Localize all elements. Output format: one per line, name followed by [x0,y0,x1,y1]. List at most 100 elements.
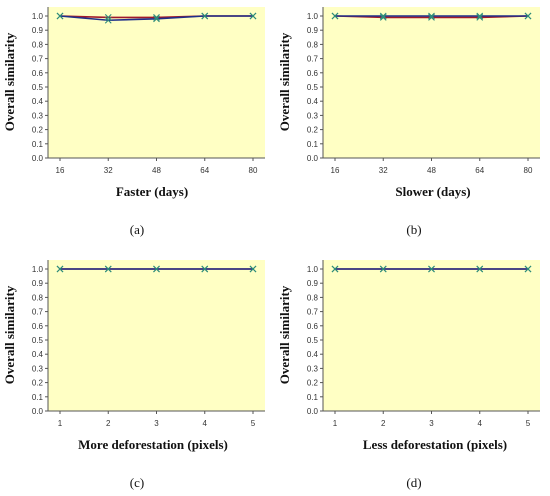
x-axis-label: Less deforestation (pixels) [363,437,507,452]
data-point-marker [379,12,387,20]
y-tick-label: 0.4 [307,350,319,359]
marker-stroke [153,15,160,23]
x-axis-label: Faster (days) [116,184,188,199]
y-tick-label: 0.6 [32,322,44,331]
x-tick-label: 3 [154,419,159,428]
x-tick-label: 64 [200,166,209,175]
y-tick-label: 0.5 [32,83,44,92]
data-point-marker [104,16,112,24]
marker-stroke [428,12,435,20]
y-axis-label: Overall similarity [277,32,292,131]
data-point-marker [56,265,64,273]
data-point-marker [476,12,484,20]
x-tick-label: 4 [203,419,208,428]
y-tick-label: 0.1 [307,140,319,149]
y-tick-label: 0.9 [32,279,44,288]
plot-background [48,260,265,411]
chart-panel-b: 0.0 0.1 0.2 0.3 0.4 0.5 0.6 0.7 0.8 0.9 1.0 16 32 48 6… [275,0,550,245]
marker-stroke [201,265,209,273]
marker-stroke [249,12,257,20]
data-point-marker [153,265,160,273]
data-point-marker [249,12,257,20]
data-point-marker [56,12,64,20]
y-tick-label: 0.2 [32,379,44,388]
y-tick-label: 0.9 [307,26,319,35]
marker-stroke [524,12,532,20]
y-axis-label: Overall similarity [2,285,17,384]
chart-a: 0.0 0.1 0.2 0.3 0.4 0.5 0.6 0.7 0.8 0.9 1.0 16 32 48 6… [2,7,265,237]
y-tick-label: 0.8 [307,293,319,302]
chart-b-marks: 0.0 0.1 0.2 0.3 0.4 0.5 0.6 0.7 0.8 0.9 1.0 16 32 48 6… [307,7,540,175]
data-point-marker [153,14,160,21]
y-tick-label: 1.0 [307,265,319,274]
panel-caption: (c) [130,475,144,490]
chart-c: 0.0 0.1 0.2 0.3 0.4 0.5 0.6 0.7 0.8 0.9 1.0 1 2 3 4 5 O… [2,260,265,490]
y-tick-label: 0.2 [32,126,44,135]
data-point-marker [104,265,112,273]
chart-panel-d: 0.0 0.1 0.2 0.3 0.4 0.5 0.6 0.7 0.8 0.9 1.0 1 2 3 4 5 O… [275,253,550,496]
y-tick-label: 0.7 [32,55,44,64]
plot-background [323,7,540,158]
y-tick-label: 0.6 [307,69,319,78]
marker-stroke [153,14,160,21]
y-tick-label: 0.8 [307,40,319,49]
y-tick-label: 0.1 [32,140,44,149]
chart-a-marks: 0.0 0.1 0.2 0.3 0.4 0.5 0.6 0.7 0.8 0.9 1.0 16 32 48 6… [32,7,265,175]
y-tick-label: 0.1 [32,393,44,402]
x-tick-label: 32 [104,166,113,175]
x-tick-label: 1 [58,419,63,428]
y-tick-label: 0.5 [307,83,319,92]
panel-caption: (a) [130,222,144,237]
x-tick-label: 5 [526,419,531,428]
data-point-marker [428,12,435,20]
y-tick-label: 0.4 [32,350,44,359]
data-point-marker [379,14,387,21]
marker-stroke [428,265,435,273]
y-tick-label: 0.9 [32,26,44,35]
data-point-marker [201,265,209,273]
x-tick-label: 32 [379,166,388,175]
y-tick-label: 0.3 [32,111,44,120]
x-axis-label: Slower (days) [395,184,470,199]
data-point-marker [331,265,339,273]
x-tick-label: 2 [106,419,111,428]
x-tick-label: 48 [427,166,436,175]
x-tick-label: 80 [249,166,258,175]
y-tick-label: 0.4 [307,97,319,106]
chart-panel-c: 0.0 0.1 0.2 0.3 0.4 0.5 0.6 0.7 0.8 0.9 1.0 1 2 3 4 5 O… [0,253,275,496]
y-tick-label: 0.8 [32,40,44,49]
y-tick-label: 0.4 [32,97,44,106]
chart-d: 0.0 0.1 0.2 0.3 0.4 0.5 0.6 0.7 0.8 0.9 1.0 1 2 3 4 5 O… [277,260,540,490]
marker-stroke [104,14,112,21]
y-tick-label: 0.8 [32,293,44,302]
y-tick-label: 0.6 [32,69,44,78]
y-tick-label: 1.0 [307,12,319,21]
plot-background [48,7,265,158]
x-tick-label: 64 [475,166,484,175]
x-tick-label: 80 [524,166,533,175]
y-tick-label: 0.1 [307,393,319,402]
x-tick-label: 3 [429,419,434,428]
y-tick-label: 0.0 [32,154,44,163]
y-tick-label: 0.0 [307,407,319,416]
chart-c-marks: 0.0 0.1 0.2 0.3 0.4 0.5 0.6 0.7 0.8 0.9 1.0 1 2 3 4 5 [32,260,265,428]
data-point-marker [476,14,484,21]
marker-stroke [201,12,209,20]
marker-stroke [104,16,112,24]
y-axis-label: Overall similarity [277,285,292,384]
y-tick-label: 0.0 [32,407,44,416]
y-tick-label: 0.2 [307,379,319,388]
y-tick-label: 0.9 [307,279,319,288]
plot-background [323,260,540,411]
y-tick-label: 0.7 [307,55,319,64]
marker-stroke [476,12,484,20]
marker-stroke [379,14,387,21]
y-tick-label: 0.5 [32,336,44,345]
data-point-marker [201,12,209,20]
panel-caption: (b) [406,222,421,237]
y-tick-label: 1.0 [32,265,44,274]
x-tick-label: 16 [331,166,340,175]
chart-b: 0.0 0.1 0.2 0.3 0.4 0.5 0.6 0.7 0.8 0.9 1.0 16 32 48 6… [277,7,540,237]
y-tick-label: 0.3 [307,364,319,373]
data-point-marker [331,12,339,20]
